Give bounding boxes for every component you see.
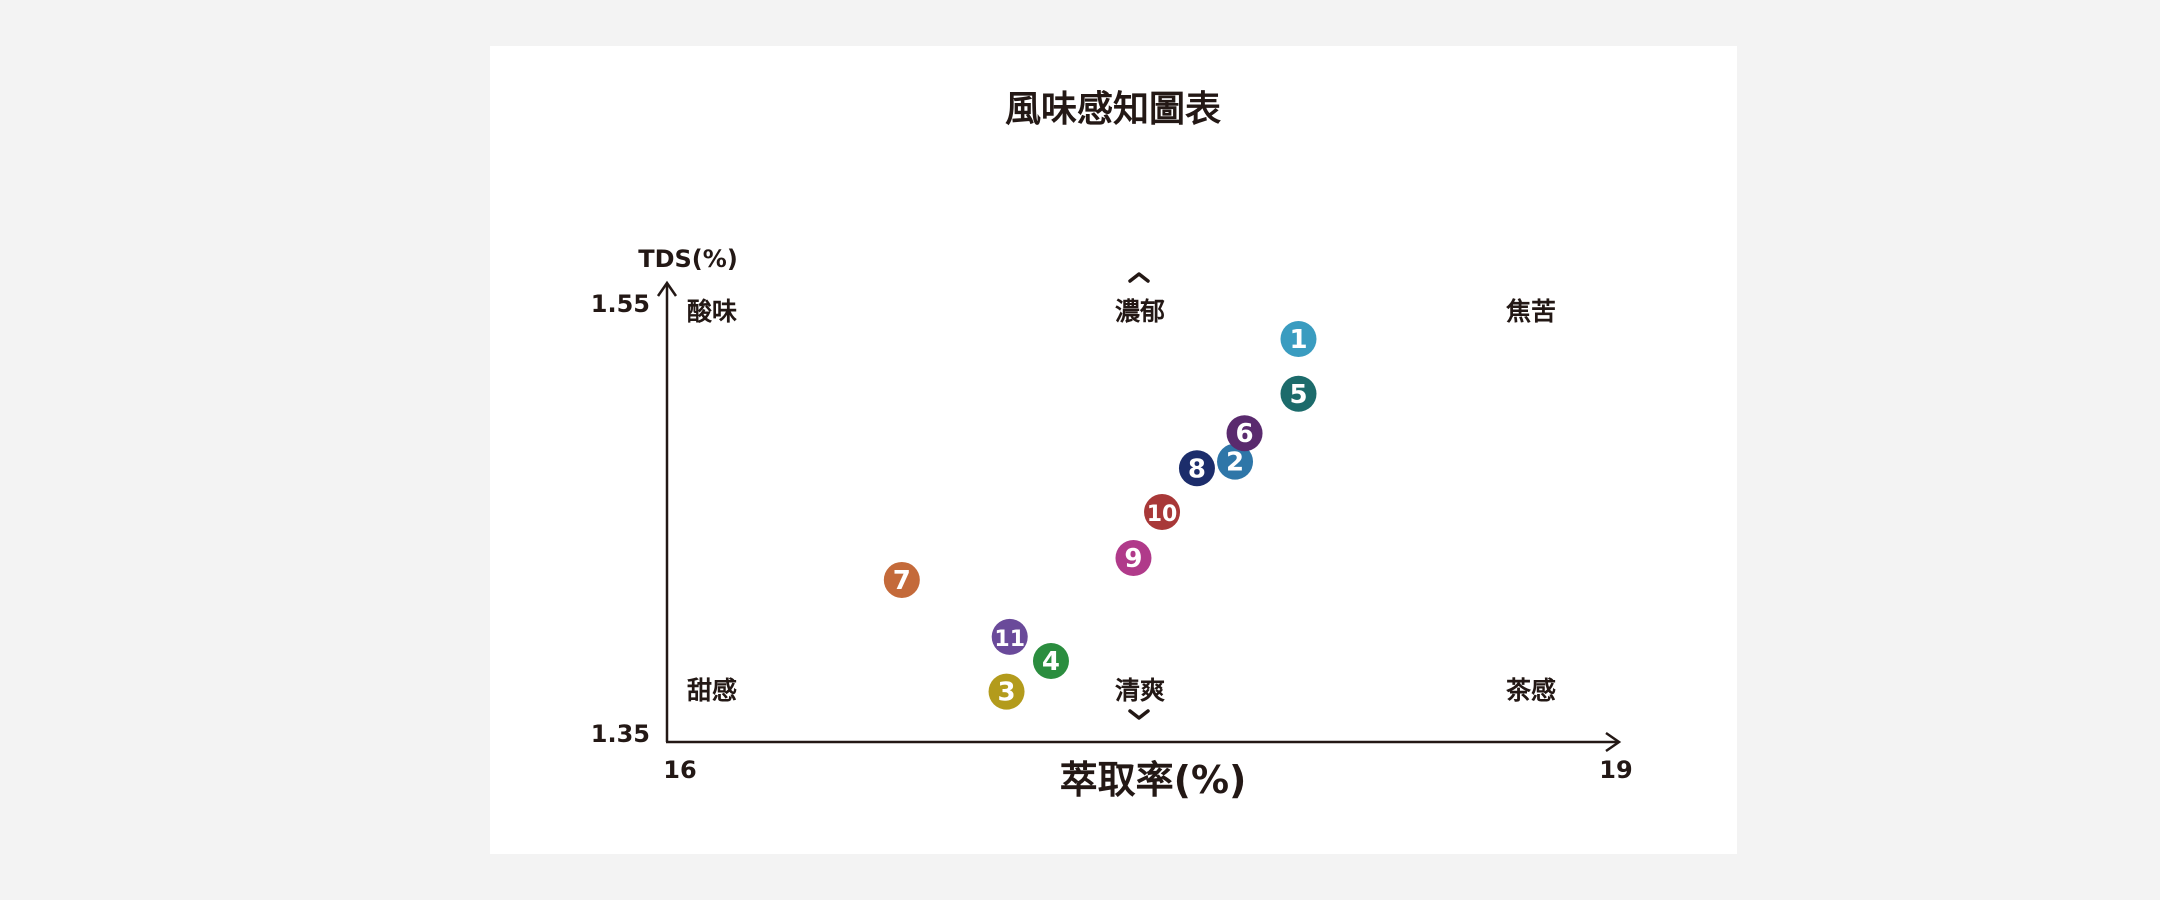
data-points: 1 2 34 5 6 7 8 910 11 xyxy=(883,321,1317,710)
data-point-marker xyxy=(1280,375,1317,412)
data-point-marker xyxy=(1178,450,1215,487)
data-point-marker xyxy=(1226,415,1263,452)
data-point-10: 10 xyxy=(1144,494,1181,531)
x-axis-title: 萃取率(%) xyxy=(1060,758,1247,802)
data-point-marker xyxy=(1280,321,1317,358)
data-point-marker xyxy=(883,561,920,598)
data-point-label: 2 xyxy=(1226,448,1244,478)
data-point-3: 3 xyxy=(988,673,1025,710)
chart-card xyxy=(490,46,1737,854)
zone-label-bottom-left: 甜感 xyxy=(687,676,737,705)
data-point-label: 5 xyxy=(1289,380,1307,410)
data-point-marker xyxy=(1032,642,1069,679)
data-point-label: 8 xyxy=(1188,454,1206,484)
axes xyxy=(656,280,1622,753)
y-axis-arrowhead xyxy=(656,280,678,297)
data-point-2: 2 xyxy=(1217,443,1254,480)
data-point-label: 6 xyxy=(1235,419,1253,449)
y-tick-label-max: 1.55 xyxy=(591,290,650,318)
y-tick-label-min: 1.35 xyxy=(591,720,650,748)
chevron-down-icon xyxy=(1128,709,1150,720)
zone-label-top-left: 酸味 xyxy=(687,297,737,326)
data-point-marker xyxy=(1115,540,1152,577)
zone-label-bottom-center: 清爽 xyxy=(1115,676,1165,705)
data-point-marker xyxy=(1217,443,1254,480)
data-point-1: 1 xyxy=(1280,321,1317,358)
data-point-8: 8 xyxy=(1178,450,1215,487)
x-tick-label-min: 16 xyxy=(663,756,696,784)
data-point-label: 11 xyxy=(994,627,1025,652)
zone-label-top-right: 焦苦 xyxy=(1506,297,1556,326)
data-point-11: 11 xyxy=(991,618,1028,655)
data-point-label: 4 xyxy=(1042,647,1060,677)
chart-title: 風味感知圖表 xyxy=(1005,89,1221,130)
data-point-label: 7 xyxy=(893,566,911,596)
zone-label-top-center: 濃郁 xyxy=(1115,297,1165,326)
data-point-marker xyxy=(1144,494,1181,531)
x-tick-label-max: 19 xyxy=(1599,756,1632,784)
chevron-up-icon xyxy=(1128,272,1150,283)
x-axis-arrowhead xyxy=(1605,731,1622,753)
data-point-9: 9 xyxy=(1115,540,1152,577)
data-point-label: 3 xyxy=(997,678,1015,708)
zone-label-bottom-right: 茶感 xyxy=(1506,676,1556,705)
data-point-7: 7 xyxy=(883,561,920,598)
data-point-marker xyxy=(988,673,1025,710)
data-point-marker xyxy=(991,618,1028,655)
data-point-label: 10 xyxy=(1147,502,1178,527)
data-point-5: 5 xyxy=(1280,375,1317,412)
data-point-4: 4 xyxy=(1032,642,1069,679)
data-point-label: 1 xyxy=(1289,325,1307,355)
y-axis-title: TDS(%) xyxy=(638,245,738,273)
data-point-label: 9 xyxy=(1124,544,1142,574)
data-point-6: 6 xyxy=(1226,415,1263,452)
